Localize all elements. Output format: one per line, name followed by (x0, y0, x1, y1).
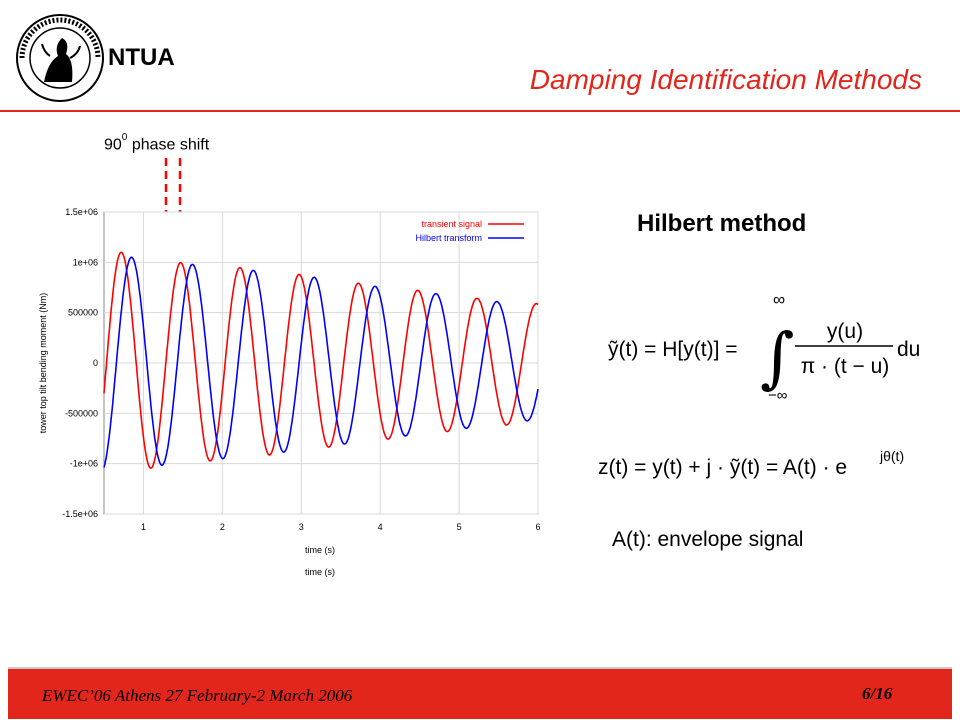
eq1-upper-limit: ∞ (773, 290, 785, 309)
phase-shift-superscript: 0 (121, 132, 128, 143)
series-lines (103, 251, 539, 470)
x-tick-label: 4 (378, 522, 383, 532)
x-tick-label: 5 (457, 522, 462, 532)
eq1-numerator: y(u) (827, 320, 863, 343)
ntua-seal-logo (16, 14, 104, 102)
eq2: z(t) = y(t) + j · ỹ(t) = A(t) · e (598, 456, 847, 479)
series-line-transient (103, 251, 539, 470)
x-axis-label-repeat: time (s) (305, 567, 335, 577)
y-axis-label: tower top tilt bending moment (Nm) (38, 293, 48, 434)
footer-text: EWEC’06 Athens 27 February-2 March 2006 (42, 686, 353, 705)
x-tick-label: 6 (535, 522, 540, 532)
x-axis-label: time (s) (305, 545, 335, 555)
footer-bar (8, 667, 952, 719)
legend-label-hilbert: Hilbert transform (415, 233, 482, 243)
y-tick-label: -500000 (65, 408, 98, 418)
signal-chart: 1.5e+06 1e+06 500000 0 -500000 -1e+06 -1.5e+06… (38, 158, 541, 577)
series-line-hilbert (103, 256, 539, 468)
title-divider (0, 110, 960, 112)
org-name: NTUA (108, 44, 175, 71)
page-number: 6/16 (862, 684, 893, 703)
eq1-differential: du (897, 338, 920, 361)
phase-shift-text: phase shift (131, 136, 210, 154)
y-tick-label: -1e+06 (70, 459, 98, 469)
slide-title: Damping Identification Methods (529, 64, 922, 95)
envelope-description: A(t): envelope signal (612, 528, 804, 551)
x-tick-label: 1 (141, 522, 146, 532)
phase-shift-value: 90 (104, 136, 122, 154)
y-tick-label: 500000 (68, 308, 98, 318)
eq1-lhs: ỹ(t) = H[y(t)] = (608, 338, 738, 361)
eq2-exponent: jθ(t) (879, 448, 904, 464)
equations: ỹ(t) = H[y(t)] = ∞ ∫ −∞ y(u) π · (t − u)… (598, 290, 920, 479)
legend-label-transient: transient signal (421, 219, 482, 229)
eq1-lower-limit: −∞ (768, 387, 788, 404)
integral-sign: ∫ (760, 319, 794, 396)
y-tick-labels: 1.5e+06 1e+06 500000 0 -500000 -1e+06 -1.5e+06 (62, 207, 98, 519)
legend: transient signal Hilbert transform (415, 219, 524, 243)
eq1-denominator: π · (t − u) (801, 355, 890, 378)
y-tick-label: -1.5e+06 (62, 509, 98, 519)
method-title: Hilbert method (637, 210, 807, 237)
y-tick-label: 1.5e+06 (65, 207, 98, 217)
phase-shift-label: 900 phase shift (104, 132, 210, 154)
y-tick-label: 1e+06 (73, 257, 98, 267)
x-tick-label: 3 (299, 522, 304, 532)
y-tick-label: 0 (93, 358, 98, 368)
x-tick-label: 2 (220, 522, 225, 532)
x-tick-labels: 1 2 3 4 5 6 (141, 522, 541, 532)
chart-grid (104, 211, 539, 515)
